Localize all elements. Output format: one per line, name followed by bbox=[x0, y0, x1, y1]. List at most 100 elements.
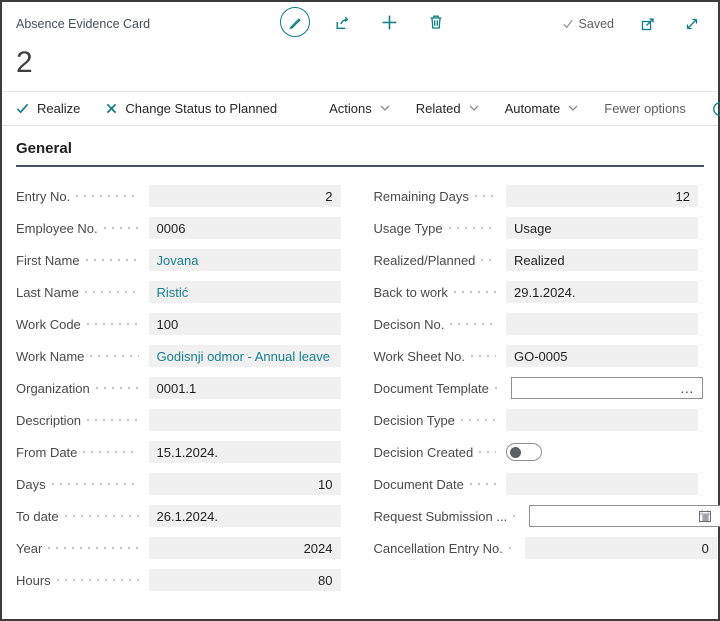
field-value[interactable]: Godisnji odmor - Annual leave bbox=[148, 345, 341, 367]
general-fields: Entry No. 2 Employee No. 0006 bbox=[2, 167, 720, 601]
field-text: 26.1.2024. bbox=[156, 508, 218, 524]
field-text: 80 bbox=[318, 572, 333, 588]
field-label: Document Template bbox=[373, 380, 489, 396]
field-row: To date 26.1.2024. bbox=[16, 505, 341, 527]
field-text: 10 bbox=[318, 476, 333, 492]
field-row: Entry No. 2 bbox=[16, 185, 341, 207]
field-row: Work Code 100 bbox=[16, 313, 341, 335]
field-value: 0 bbox=[524, 537, 717, 559]
dotted-leader bbox=[76, 195, 139, 197]
expand-diagonal-icon[interactable] bbox=[682, 14, 702, 34]
field-value: 12 bbox=[506, 185, 698, 207]
fields-left-column: Entry No. 2 Employee No. 0006 bbox=[16, 185, 341, 601]
field-label: Document Date bbox=[373, 476, 464, 492]
dotted-leader bbox=[494, 387, 501, 389]
field-text: 0 bbox=[701, 540, 709, 556]
field-value[interactable] bbox=[529, 505, 720, 527]
field-row: Decision Type bbox=[373, 409, 698, 431]
field-value[interactable]: Jovana bbox=[148, 249, 341, 271]
fields-right-column: Remaining Days 12 Usage Type Usage bbox=[373, 185, 720, 601]
info-icon[interactable] bbox=[712, 101, 720, 117]
dotted-leader bbox=[481, 259, 496, 261]
field-value[interactable]: Ristić bbox=[148, 281, 341, 303]
field-label: Entry No. bbox=[16, 188, 71, 204]
actions-label: Actions bbox=[329, 101, 372, 116]
field-text: Realized bbox=[514, 252, 565, 268]
field-value bbox=[148, 409, 341, 431]
dotted-leader bbox=[103, 227, 139, 229]
field-value bbox=[506, 409, 698, 431]
field-value: 100 bbox=[148, 313, 341, 335]
new-plus-icon[interactable] bbox=[374, 7, 404, 37]
field-row: From Date 15.1.2024. bbox=[16, 441, 341, 463]
chevron-down-icon bbox=[380, 105, 390, 111]
dotted-leader bbox=[479, 451, 496, 453]
dotted-leader bbox=[48, 547, 139, 549]
dotted-leader bbox=[453, 291, 496, 293]
toggle-switch[interactable] bbox=[506, 443, 542, 461]
realize-label: Realize bbox=[37, 101, 81, 116]
saved-label: Saved bbox=[578, 17, 614, 31]
x-icon bbox=[107, 103, 117, 114]
dotted-leader bbox=[86, 323, 139, 325]
calendar-icon[interactable] bbox=[698, 509, 712, 523]
field-row: First Name Jovana bbox=[16, 249, 341, 271]
dotted-leader bbox=[450, 323, 496, 325]
field-value[interactable]: … bbox=[510, 377, 703, 399]
page-type-label: Absence Evidence Card bbox=[16, 17, 151, 31]
command-bar: Realize Change Status to Planned Actions… bbox=[2, 91, 720, 126]
field-text: 29.1.2024. bbox=[514, 284, 576, 300]
related-menu[interactable]: Related bbox=[416, 101, 479, 116]
share-icon[interactable] bbox=[327, 7, 357, 37]
dotted-leader bbox=[448, 227, 496, 229]
dotted-leader bbox=[51, 483, 139, 485]
edit-pencil-icon[interactable] bbox=[280, 7, 310, 37]
open-in-new-window-icon[interactable] bbox=[638, 14, 658, 34]
field-text: 100 bbox=[156, 316, 179, 332]
top-bar: Absence Evidence Card Saved bbox=[2, 2, 718, 46]
field-value: 2 bbox=[148, 185, 341, 207]
dotted-leader bbox=[85, 259, 139, 261]
general-section-header[interactable]: General bbox=[16, 140, 704, 167]
dotted-leader bbox=[508, 547, 515, 549]
toggle-knob bbox=[510, 446, 521, 458]
change-status-button[interactable]: Change Status to Planned bbox=[106, 101, 277, 116]
field-label: Description bbox=[16, 412, 82, 428]
chevron-down-icon bbox=[568, 105, 578, 111]
field-value: 0006 bbox=[148, 217, 341, 239]
field-row: Request Submission ... bbox=[374, 505, 720, 527]
field-value: 15.1.2024. bbox=[148, 441, 341, 463]
field-text: 0006 bbox=[156, 220, 186, 236]
dotted-leader bbox=[474, 195, 496, 197]
delete-trash-icon[interactable] bbox=[421, 7, 451, 37]
field-row: Work Sheet No. GO-0005 bbox=[374, 345, 698, 367]
assist-edit-button[interactable]: … bbox=[679, 380, 694, 396]
field-label: Decision Type bbox=[373, 412, 455, 428]
dotted-leader bbox=[87, 419, 139, 421]
field-label: Days bbox=[16, 476, 46, 492]
field-value: 0001.1 bbox=[148, 377, 341, 399]
field-label: Last Name bbox=[16, 284, 79, 300]
field-text: GO-0005 bbox=[514, 348, 568, 364]
automate-label: Automate bbox=[504, 101, 561, 116]
field-row: Employee No. 0006 bbox=[16, 217, 341, 239]
header-action-icons bbox=[280, 7, 451, 37]
field-row: Decision Created bbox=[374, 441, 699, 463]
automate-menu[interactable]: Automate bbox=[505, 101, 579, 116]
field-value: 26.1.2024. bbox=[148, 505, 341, 527]
dotted-leader bbox=[64, 515, 139, 517]
field-text: 0001.1 bbox=[156, 380, 197, 396]
realize-button[interactable]: Realize bbox=[16, 101, 80, 116]
field-label: Back to work bbox=[373, 284, 448, 300]
field-row: Hours 80 bbox=[16, 569, 341, 591]
actions-menu[interactable]: Actions bbox=[329, 101, 390, 116]
fewer-options-button[interactable]: Fewer options bbox=[604, 101, 686, 116]
field-label: Organization bbox=[16, 380, 90, 396]
check-icon bbox=[16, 103, 29, 114]
page-title: 2 bbox=[16, 46, 33, 79]
field-text: Ristić bbox=[156, 284, 189, 300]
chevron-down-icon bbox=[469, 105, 479, 111]
field-label: Work Name bbox=[16, 348, 85, 364]
field-row: Days 10 bbox=[16, 473, 341, 495]
field-label: Realized/Planned bbox=[373, 252, 476, 268]
